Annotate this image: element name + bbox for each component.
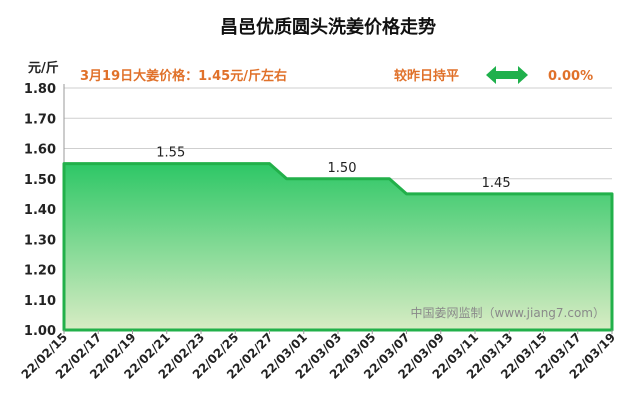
y-tick-label: 1.50 [24,173,56,188]
data-point [62,162,66,165]
data-point [610,192,614,196]
chart-title: 昌邑优质圆头洗姜价格走势 [220,16,436,38]
y-axis-unit: 元/斤 [28,60,59,76]
data-label: 1.50 [328,161,357,176]
change-percent: 0.00% [548,69,593,84]
data-point [388,177,391,180]
data-point [268,162,271,165]
y-tick-label: 1.10 [24,294,56,309]
change-text: 较昨日持平 [394,68,459,84]
data-point [405,192,408,196]
watermark: 中国姜网监制（www.jiang7.com） [411,305,605,320]
y-tick-label: 1.70 [24,112,56,127]
x-tick-labels: 22/02/1522/02/1722/02/1922/02/2122/02/23… [19,330,618,382]
y-tick-labels: 1.00 1.10 1.20 1.30 1.40 1.50 1.60 1.70 1.80 [24,82,56,339]
y-tick-label: 1.80 [24,82,56,97]
y-tick-label: 1.30 [24,233,56,248]
data-label: 1.45 [482,176,511,191]
y-tick-label: 1.00 [24,324,56,339]
y-tick-label: 1.40 [24,203,56,218]
double-arrow-icon [486,66,528,84]
price-info-text: 3月19日大姜价格：1.45元/斤左右 [80,68,287,84]
price-area [62,162,614,332]
y-tick-label: 1.20 [24,264,56,279]
data-label: 1.55 [156,146,185,161]
data-labels: 1.55 1.50 1.45 [156,146,510,191]
y-tick-label: 1.60 [24,143,56,158]
data-point [285,177,288,180]
